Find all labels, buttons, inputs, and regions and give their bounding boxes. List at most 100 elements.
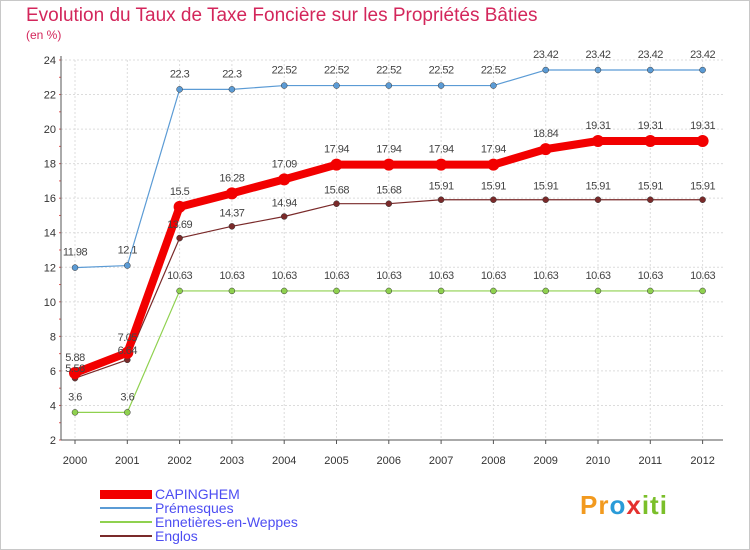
data-point-ennetieres-en-weppes (71, 409, 79, 416)
data-label-ennetieres-en-weppes: 10.63 (167, 270, 192, 282)
legend-swatch-ennetieres (100, 521, 152, 523)
data-point-capinghem (435, 158, 448, 171)
data-label-premesques: 22.52 (272, 65, 297, 77)
x-tick-label: 2010 (586, 455, 610, 467)
data-point-ennetieres-en-weppes (437, 287, 445, 295)
data-label-ennetieres-en-weppes: 10.63 (429, 270, 454, 282)
data-point-englos (176, 234, 183, 242)
data-label-ennetieres-en-weppes: 10.63 (585, 270, 610, 282)
data-label-capinghem: 17.94 (376, 144, 401, 156)
data-label-capinghem: 5.88 (65, 352, 85, 364)
data-label-englos: 14.37 (219, 207, 244, 219)
legend-label-capinghem: CAPINGHEM (155, 486, 240, 502)
proxiti-logo: Proxiti (580, 490, 668, 520)
data-point-premesques (385, 82, 393, 89)
data-point-capinghem (696, 135, 709, 148)
data-label-premesques: 22.52 (429, 65, 454, 77)
data-point-englos (280, 213, 288, 220)
data-point-ennetieres-en-weppes (385, 287, 393, 295)
data-point-ennetieres-en-weppes (594, 287, 602, 295)
data-label-premesques: 11.98 (63, 247, 88, 259)
data-point-premesques (333, 82, 340, 89)
data-point-capinghem (487, 158, 500, 171)
data-label-englos: 14.94 (272, 197, 297, 209)
x-tick-label: 2004 (272, 455, 296, 467)
data-point-premesques (437, 82, 445, 89)
y-tick-label: 4 (50, 400, 56, 412)
data-label-capinghem: 17.94 (324, 144, 349, 156)
data-point-capinghem (330, 158, 343, 171)
data-label-premesques: 23.42 (638, 49, 663, 61)
x-tick-label: 2008 (481, 455, 505, 467)
data-point-capinghem (225, 187, 238, 200)
data-point-ennetieres-en-weppes (124, 409, 131, 416)
y-tick-label: 14 (44, 228, 56, 240)
data-point-capinghem (539, 143, 552, 156)
data-label-ennetieres-en-weppes: 10.63 (219, 270, 244, 282)
data-label-englos: 15.68 (324, 185, 349, 197)
y-tick-label: 16 (44, 193, 56, 205)
data-label-ennetieres-en-weppes: 10.63 (376, 270, 401, 282)
data-label-capinghem: 17.94 (429, 144, 454, 156)
data-point-englos (490, 196, 497, 203)
data-label-capinghem: 17.94 (481, 144, 506, 156)
chart-title: Evolution du Taux de Taxe Foncière sur l… (26, 5, 538, 26)
x-tick-label: 2005 (324, 455, 348, 467)
x-tick-label: 2006 (377, 455, 401, 467)
data-label-premesques: 23.42 (690, 49, 715, 61)
data-label-ennetieres-en-weppes: 10.63 (533, 270, 558, 282)
data-point-ennetieres-en-weppes (699, 287, 706, 295)
data-label-ennetieres-en-weppes: 10.63 (690, 270, 715, 282)
data-label-ennetieres-en-weppes: 10.63 (324, 270, 349, 282)
data-label-capinghem: 15.5 (170, 186, 190, 198)
data-label-englos: 15.68 (376, 185, 401, 197)
data-label-premesques: 23.42 (585, 49, 610, 61)
data-point-englos (647, 196, 654, 203)
data-point-capinghem (592, 135, 604, 148)
data-point-premesques (280, 82, 288, 89)
data-point-englos (228, 223, 236, 230)
data-label-capinghem: 18.84 (533, 128, 558, 140)
data-point-ennetieres-en-weppes (647, 287, 654, 295)
data-label-premesques: 12.1 (118, 245, 138, 257)
data-point-capinghem (382, 158, 395, 171)
data-label-capinghem: 19.31 (638, 120, 663, 132)
legend-label-ennetieres: Ennetières-en-Weppes (155, 514, 298, 530)
data-point-englos (699, 196, 706, 203)
data-label-englos: 15.91 (429, 181, 454, 193)
data-label-englos: 13.69 (167, 219, 192, 231)
data-point-ennetieres-en-weppes (280, 287, 288, 295)
data-label-capinghem: 17.09 (272, 158, 297, 170)
y-tick-label: 18 (44, 159, 56, 171)
legend-item-premesques: Prémesques (100, 500, 234, 516)
data-point-ennetieres-en-weppes (490, 287, 497, 295)
data-point-ennetieres-en-weppes (542, 287, 549, 295)
data-point-premesques (542, 66, 549, 74)
data-point-englos (437, 196, 445, 203)
data-label-englos: 15.91 (690, 181, 715, 193)
legend-swatch-capinghem (100, 489, 152, 499)
data-label-englos: 15.91 (481, 181, 506, 193)
data-point-capinghem (69, 366, 81, 379)
legend-swatch-englos (100, 535, 152, 537)
legend-item-capinghem: CAPINGHEM (100, 486, 240, 502)
data-label-englos: 15.91 (585, 181, 610, 193)
y-tick-label: 22 (44, 90, 56, 102)
y-tick-label: 10 (44, 297, 56, 309)
data-label-ennetieres-en-weppes: 10.63 (272, 270, 297, 282)
data-label-premesques: 23.42 (533, 49, 558, 61)
data-point-premesques (228, 86, 236, 93)
data-label-ennetieres-en-weppes: 3.6 (68, 391, 82, 403)
data-point-premesques (71, 264, 79, 271)
x-tick-label: 2002 (167, 455, 191, 467)
legend-item-ennetieres: Ennetières-en-Weppes (100, 514, 298, 530)
data-label-englos: 15.91 (533, 181, 558, 193)
data-label-ennetieres-en-weppes: 3.6 (120, 391, 134, 403)
x-tick-label: 2001 (115, 455, 139, 467)
data-label-capinghem: 16.28 (219, 172, 244, 184)
data-point-premesques (647, 66, 654, 74)
data-point-capinghem (121, 346, 134, 359)
legend-label-englos: Englos (155, 528, 198, 544)
data-point-premesques (594, 66, 602, 74)
